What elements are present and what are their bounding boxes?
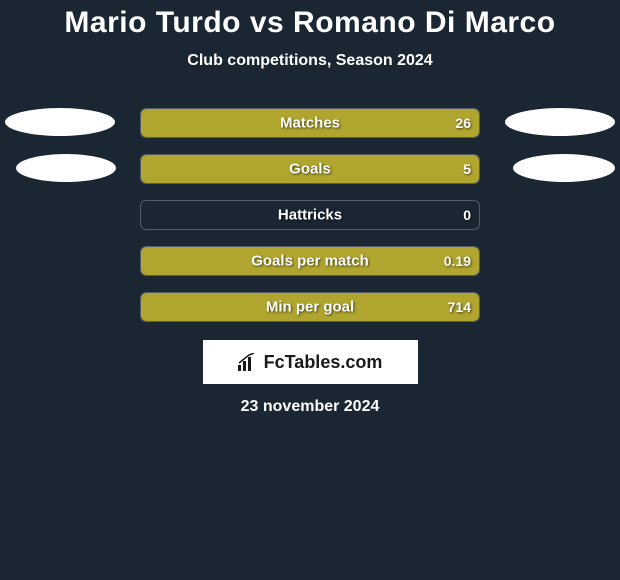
logo-box[interactable]: FcTables.com [203, 340, 418, 384]
stat-label: Goals per match [251, 253, 369, 270]
stat-label: Hattricks [278, 207, 342, 224]
bar-track: Matches 26 [140, 108, 480, 138]
stat-value-right: 0 [463, 207, 471, 223]
stat-row: Matches 26 [0, 108, 620, 138]
stat-value-right: 26 [455, 115, 471, 131]
stat-value-right: 0.19 [444, 253, 471, 269]
stats-area: Matches 26 Goals 5 Hattricks 0 Goals per match… [0, 108, 620, 416]
bar-track: Hattricks 0 [140, 200, 480, 230]
stat-rows: Matches 26 Goals 5 Hattricks 0 Goals per match… [0, 108, 620, 322]
stat-row: Goals 5 [0, 154, 620, 184]
stat-label: Goals [289, 161, 331, 178]
bar-track: Min per goal 714 [140, 292, 480, 322]
date-text: 23 november 2024 [0, 398, 620, 416]
page-title: Mario Turdo vs Romano Di Marco [0, 6, 620, 40]
stat-value-right: 5 [463, 161, 471, 177]
bar-chart-icon [238, 353, 258, 371]
stat-label: Matches [280, 115, 340, 132]
bar-track: Goals per match 0.19 [140, 246, 480, 276]
stat-row: Min per goal 714 [0, 292, 620, 322]
stat-row: Hattricks 0 [0, 200, 620, 230]
stat-label: Min per goal [266, 299, 354, 316]
stat-row: Goals per match 0.19 [0, 246, 620, 276]
logo-text: FcTables.com [238, 352, 383, 373]
subtitle: Club competitions, Season 2024 [0, 52, 620, 70]
stat-value-right: 714 [448, 299, 471, 315]
comparison-widget: Mario Turdo vs Romano Di Marco Club comp… [0, 0, 620, 416]
bar-track: Goals 5 [140, 154, 480, 184]
